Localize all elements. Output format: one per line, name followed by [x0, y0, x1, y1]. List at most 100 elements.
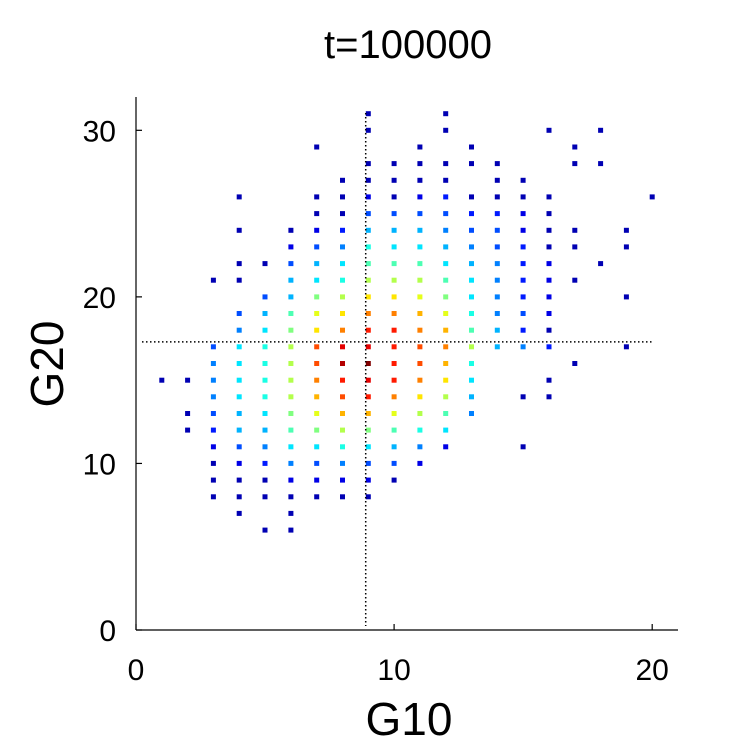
data-point [520, 444, 526, 450]
data-point [314, 327, 320, 333]
data-point [314, 227, 320, 233]
data-point [546, 344, 552, 350]
data-point [520, 194, 526, 200]
data-point [236, 311, 242, 316]
data-point [288, 460, 294, 466]
data-point [365, 294, 371, 300]
data-point [340, 211, 345, 217]
data-point [443, 261, 449, 267]
data-point [469, 194, 474, 200]
data-point [443, 277, 449, 283]
data-point [236, 344, 242, 350]
data-point [210, 477, 216, 483]
data-point [340, 394, 345, 400]
data-point [469, 161, 474, 167]
data-point [314, 194, 320, 200]
data-point [262, 311, 268, 316]
data-point [443, 327, 449, 333]
x-tick-label: 0 [128, 654, 145, 687]
data-point [546, 227, 552, 233]
data-point [520, 261, 526, 267]
data-point [417, 394, 423, 400]
data-point [288, 477, 294, 483]
data-point [417, 144, 423, 150]
data-point [314, 427, 320, 433]
data-point [417, 344, 423, 350]
data-point [262, 477, 268, 483]
data-point [288, 411, 294, 416]
data-point [546, 211, 552, 217]
y-axis-label: G20 [21, 321, 73, 408]
data-point [469, 311, 474, 316]
data-point [210, 411, 216, 416]
data-point [469, 227, 474, 233]
data-point [340, 477, 345, 483]
data-point [365, 377, 371, 383]
data-point [391, 161, 397, 167]
data-point [494, 294, 500, 300]
data-point [520, 344, 526, 350]
data-point [391, 377, 397, 383]
data-point [443, 377, 449, 383]
data-point [236, 510, 242, 516]
data-point [417, 327, 423, 333]
data-point [494, 311, 500, 316]
data-point [391, 311, 397, 316]
data-point [391, 460, 397, 466]
data-point [417, 444, 423, 450]
data-point [494, 227, 500, 233]
data-point [288, 344, 294, 350]
data-point [443, 311, 449, 316]
data-point [236, 327, 242, 333]
data-point [443, 127, 449, 133]
data-point [572, 244, 578, 250]
data-point [340, 311, 345, 316]
data-point [288, 427, 294, 433]
data-point [494, 344, 500, 350]
data-point [236, 361, 242, 366]
x-axis-label: G10 [366, 693, 453, 745]
data-point [469, 361, 474, 366]
data-point [314, 277, 320, 283]
data-point [520, 327, 526, 333]
data-point [417, 227, 423, 233]
data-point [236, 377, 242, 383]
data-point [469, 144, 474, 150]
data-point [417, 361, 423, 366]
x-tick-group: 0 10 20 [128, 624, 669, 687]
data-point [417, 177, 423, 183]
data-point [391, 444, 397, 450]
data-point [236, 427, 242, 433]
data-point [391, 227, 397, 233]
data-point [340, 244, 345, 250]
data-point [546, 294, 552, 300]
data-point [494, 277, 500, 283]
data-point [469, 277, 474, 283]
data-point [365, 211, 371, 217]
data-point [391, 177, 397, 183]
data-point [314, 494, 320, 500]
data-point [185, 427, 191, 433]
data-point [623, 294, 629, 300]
data-point [494, 327, 500, 333]
data-point [623, 344, 629, 350]
data-point [365, 261, 371, 267]
data-point [340, 460, 345, 466]
data-point [598, 127, 604, 133]
data-point [314, 394, 320, 400]
data-point [520, 311, 526, 316]
data-point [391, 394, 397, 400]
data-point [546, 311, 552, 316]
data-point [314, 377, 320, 383]
data-point [314, 311, 320, 316]
data-point [288, 494, 294, 500]
data-point [236, 460, 242, 466]
data-point [391, 411, 397, 416]
data-point [314, 477, 320, 483]
data-point [365, 111, 371, 117]
data-point [598, 161, 604, 167]
data-point [365, 277, 371, 283]
data-point [391, 277, 397, 283]
data-point [210, 361, 216, 366]
